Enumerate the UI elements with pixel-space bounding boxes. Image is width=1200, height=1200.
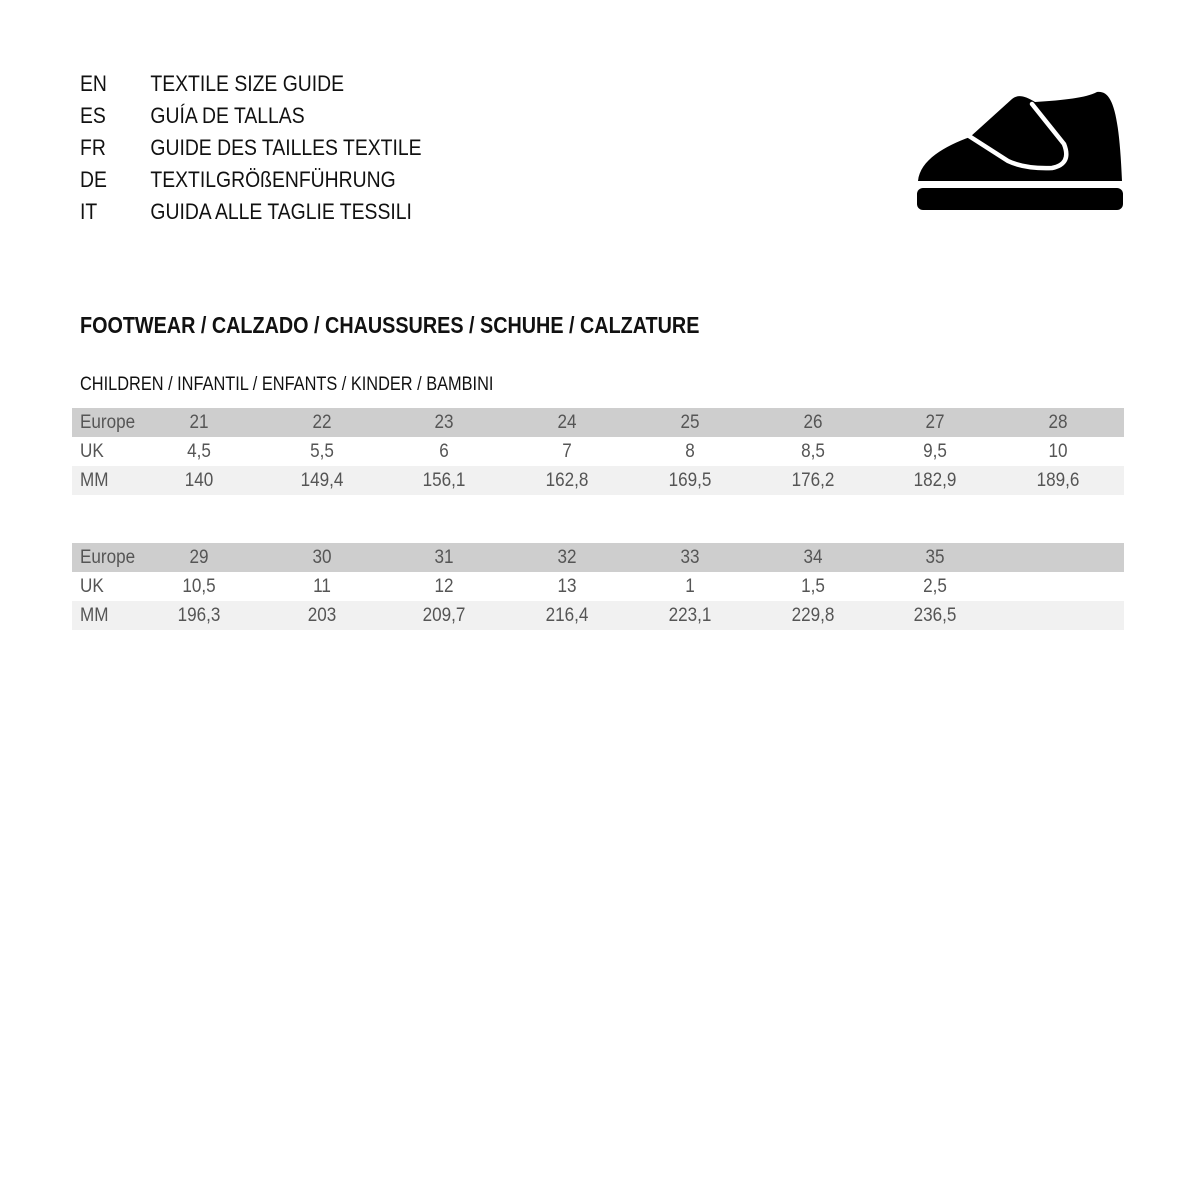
size-cell: 25: [680, 412, 700, 433]
language-code: EN: [80, 71, 107, 96]
shoe-velcro-icon: [917, 91, 1123, 210]
row-label: MM: [80, 470, 109, 491]
section-title: FOOTWEAR / CALZADO / CHAUSSURES / SCHUHE…: [80, 312, 700, 338]
language-title: TEXTILE SIZE GUIDE: [150, 71, 345, 96]
table-row-uk: UK 4,5 5,5 6 7 8 8,5 9,5 10: [72, 437, 1124, 466]
size-cell: 6: [439, 441, 450, 462]
size-cell: 7: [562, 441, 572, 462]
size-cell: 176,2: [791, 470, 834, 491]
language-title: GUÍA DE TALLAS: [150, 103, 305, 128]
size-cell: 24: [557, 412, 577, 433]
language-row: FR GUIDE DES TAILLES TEXTILE: [80, 132, 422, 164]
language-row: DE TEXTILGRÖßENFÜHRUNG: [80, 164, 422, 196]
size-cell: 203: [307, 605, 336, 626]
size-cell: 5,5: [309, 441, 334, 462]
row-label: Europe: [80, 412, 136, 433]
size-cell: 196,3: [177, 605, 221, 626]
language-title: GUIDE DES TAILLES TEXTILE: [150, 135, 422, 160]
size-cell: 216,4: [545, 605, 589, 626]
language-title: GUIDA ALLE TAGLIE TESSILI: [150, 199, 412, 224]
size-cell: 162,8: [545, 470, 589, 491]
size-cell: 9,5: [923, 441, 948, 462]
size-cell: 12: [434, 576, 454, 597]
size-cell: 1,5: [800, 576, 825, 597]
language-row: IT GUIDA ALLE TAGLIE TESSILI: [80, 196, 422, 228]
language-title: TEXTILGRÖßENFÜHRUNG: [150, 167, 396, 192]
language-row: ES GUÍA DE TALLAS: [80, 100, 422, 132]
language-row: EN TEXTILE SIZE GUIDE: [80, 68, 422, 100]
size-cell: 182,9: [913, 470, 957, 491]
table-row-mm: MM 140 149,4 156,1 162,8 169,5 176,2 182,9 189,6: [72, 466, 1124, 495]
size-cell: 140: [184, 470, 214, 491]
language-code: DE: [80, 167, 107, 192]
size-cell: 2,5: [923, 576, 948, 597]
size-cell: 23: [434, 412, 454, 433]
size-cell: 31: [434, 547, 454, 568]
language-code: FR: [80, 135, 106, 160]
subsection-title: CHILDREN / INFANTIL / ENFANTS / KINDER /…: [80, 374, 494, 395]
size-cell: 229,8: [791, 605, 834, 626]
size-cell: 29: [189, 547, 209, 568]
size-cell: 30: [312, 547, 332, 568]
row-label: UK: [80, 576, 104, 597]
size-cell: 27: [925, 412, 945, 433]
table-row-europe: Europe 21 22 23 24 25 26 27 28: [72, 408, 1124, 437]
size-cell: 4,5: [187, 441, 211, 462]
size-cell: 35: [925, 547, 945, 568]
size-cell: 10: [1048, 441, 1068, 462]
size-cell: 223,1: [668, 605, 712, 626]
language-code: IT: [80, 199, 98, 224]
language-code: ES: [80, 103, 106, 128]
row-label: Europe: [80, 547, 136, 568]
table-row-uk: UK 10,5 11 12 13 1 1,5 2,5: [72, 572, 1124, 601]
size-table-1: Europe 21 22 23 24 25 26 27 28 UK 4,5 5,5 6 7 8 8,5 9,5 1…: [72, 408, 1124, 495]
row-label: UK: [80, 441, 104, 462]
size-cell: 13: [557, 576, 577, 597]
table-row-europe: Europe 29 30 31 32 33 34 35: [72, 543, 1124, 572]
size-cell: 26: [802, 412, 823, 433]
language-titles: EN TEXTILE SIZE GUIDE ES GUÍA DE TALLAS FR GU…: [80, 68, 468, 228]
size-cell: 236,5: [913, 605, 957, 626]
size-cell: 22: [312, 412, 332, 433]
table-row-mm: MM 196,3 203 209,7 216,4 223,1 229,8 236,5: [72, 601, 1124, 630]
size-cell: 1: [685, 576, 695, 597]
size-cell: 189,6: [1036, 470, 1080, 491]
size-cell: 8: [685, 441, 695, 462]
size-cell: 8,5: [800, 441, 825, 462]
size-cell: 209,7: [422, 605, 466, 626]
size-cell: 21: [189, 412, 209, 433]
size-table-2: Europe 29 30 31 32 33 34 35 UK 10,5 11 12 13 1 1,5 2,5 M…: [72, 543, 1124, 630]
size-cell: 33: [680, 547, 700, 568]
size-cell: 10,5: [182, 576, 216, 597]
size-cell: 34: [802, 547, 823, 568]
size-cell: 32: [557, 547, 577, 568]
size-cell: 169,5: [668, 470, 712, 491]
size-cell: 11: [312, 576, 331, 597]
row-label: MM: [80, 605, 109, 626]
size-cell: 28: [1048, 412, 1068, 433]
size-cell: 156,1: [422, 470, 466, 491]
size-cell: 149,4: [300, 470, 344, 491]
